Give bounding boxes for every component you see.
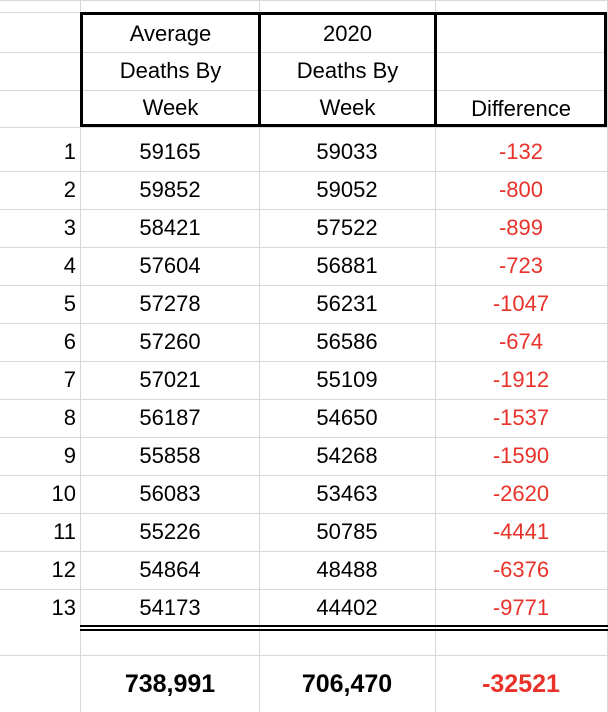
gridline — [0, 437, 608, 438]
gridline — [0, 285, 608, 286]
cell-difference[interactable]: -132 — [498, 139, 544, 164]
cell-2020-deaths[interactable]: 53463 — [316, 481, 378, 506]
row-number[interactable]: 6 — [63, 329, 76, 354]
gridline — [435, 0, 436, 712]
cell-difference[interactable]: -1537 — [492, 405, 550, 430]
cell-2020-deaths[interactable]: 54268 — [316, 443, 378, 468]
cell-difference[interactable]: -1590 — [492, 443, 550, 468]
cell-avg-deaths[interactable]: 57278 — [139, 291, 201, 316]
header-difference: Difference — [437, 90, 605, 127]
gridline — [0, 0, 608, 1]
cell-difference[interactable]: -2620 — [492, 481, 550, 506]
header-2020-line2: Deaths By — [296, 58, 399, 83]
gridline — [259, 0, 260, 712]
cell-2020-deaths[interactable]: 59052 — [316, 177, 378, 202]
cell-2020-deaths[interactable]: 44402 — [316, 595, 378, 620]
cell-difference[interactable]: -800 — [498, 177, 544, 202]
gridline — [0, 513, 608, 514]
cell-difference[interactable]: -723 — [498, 253, 544, 278]
cell-difference[interactable]: -4441 — [492, 519, 550, 544]
cell-avg-deaths[interactable]: 54864 — [139, 557, 201, 582]
cell-2020-deaths[interactable]: 57522 — [316, 215, 378, 240]
cell-avg-deaths[interactable]: 57260 — [139, 329, 201, 354]
gridline — [0, 551, 608, 552]
row-number[interactable]: 11 — [53, 519, 76, 544]
cell-2020-deaths[interactable]: 56881 — [316, 253, 378, 278]
cell-difference[interactable]: -1047 — [492, 291, 550, 316]
row-number[interactable]: 10 — [51, 481, 76, 506]
row-number[interactable]: 5 — [63, 291, 76, 316]
gridline — [0, 90, 608, 91]
row-number[interactable]: 9 — [63, 443, 76, 468]
row-number[interactable]: 12 — [51, 557, 76, 582]
row-number[interactable]: 4 — [63, 253, 76, 278]
gridline — [0, 52, 608, 53]
header-2020-line1: 2020 — [323, 21, 372, 46]
header-divider — [258, 12, 261, 127]
cell-difference[interactable]: -674 — [498, 329, 544, 354]
gridline — [0, 655, 608, 656]
row-number[interactable]: 13 — [51, 595, 76, 620]
header-border — [80, 12, 607, 127]
cell-2020-deaths[interactable]: 59033 — [316, 139, 378, 164]
cell-avg-deaths[interactable]: 59852 — [139, 177, 201, 202]
row-number[interactable]: 3 — [63, 215, 76, 240]
header-avg-line3: Week — [142, 95, 199, 120]
header-avg-line1: Average — [129, 21, 212, 46]
cell-difference[interactable]: -899 — [498, 215, 544, 240]
cell-2020-deaths[interactable]: 56231 — [316, 291, 378, 316]
cell-difference[interactable]: -9771 — [492, 595, 550, 620]
row-number[interactable]: 7 — [63, 367, 76, 392]
header-avg: Average Deaths By Week — [83, 15, 258, 126]
cell-2020-deaths[interactable]: 48488 — [316, 557, 378, 582]
total-avg[interactable]: 738,991 — [124, 669, 216, 698]
cell-avg-deaths[interactable]: 56083 — [139, 481, 201, 506]
total-difference[interactable]: -32521 — [482, 669, 560, 698]
cell-avg-deaths[interactable]: 56187 — [139, 405, 201, 430]
gridline — [0, 475, 608, 476]
total-2020[interactable]: 706,470 — [301, 669, 393, 698]
header-difference-label: Difference — [471, 96, 571, 121]
cell-2020-deaths[interactable]: 55109 — [316, 367, 378, 392]
cell-difference[interactable]: -1912 — [492, 367, 550, 392]
cell-2020-deaths[interactable]: 54650 — [316, 405, 378, 430]
cell-2020-deaths[interactable]: 50785 — [316, 519, 378, 544]
row-number[interactable]: 2 — [63, 177, 76, 202]
header-2020: 2020 Deaths By Week — [261, 15, 434, 126]
header-avg-line2: Deaths By — [119, 58, 222, 83]
cell-avg-deaths[interactable]: 59165 — [139, 139, 201, 164]
gridline — [0, 589, 608, 590]
gridline — [0, 399, 608, 400]
gridline — [80, 0, 81, 712]
row-number[interactable]: 8 — [63, 405, 76, 430]
double-underline-top — [80, 625, 608, 627]
cell-avg-deaths[interactable]: 54173 — [139, 595, 201, 620]
double-underline-bottom — [80, 629, 608, 631]
gridline — [0, 361, 608, 362]
cell-avg-deaths[interactable]: 58421 — [139, 215, 201, 240]
cell-avg-deaths[interactable]: 57604 — [139, 253, 201, 278]
cell-difference[interactable]: -6376 — [492, 557, 550, 582]
gridline — [0, 209, 608, 210]
cell-avg-deaths[interactable]: 55226 — [139, 519, 201, 544]
gridline — [0, 247, 608, 248]
gridline — [0, 323, 608, 324]
gridline — [0, 127, 608, 128]
cell-2020-deaths[interactable]: 56586 — [316, 329, 378, 354]
header-divider — [434, 12, 437, 127]
gridline — [0, 171, 608, 172]
header-2020-line3: Week — [319, 95, 376, 120]
cell-avg-deaths[interactable]: 57021 — [139, 367, 201, 392]
row-number[interactable]: 1 — [63, 139, 76, 164]
cell-avg-deaths[interactable]: 55858 — [139, 443, 201, 468]
